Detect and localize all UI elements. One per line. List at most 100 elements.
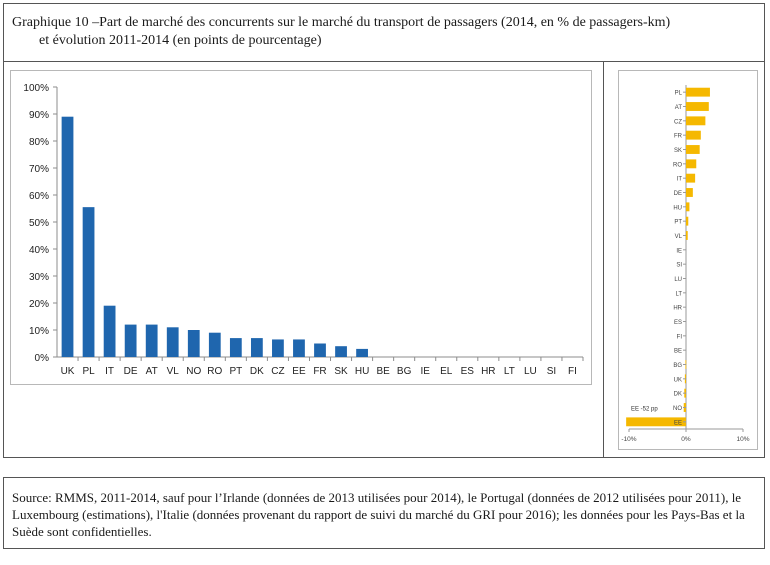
bar-at — [686, 102, 709, 111]
bar-sk — [335, 346, 347, 357]
x-tick-label: FI — [568, 366, 577, 377]
bar-it — [103, 305, 116, 357]
category-label: IT — [677, 177, 683, 183]
x-tick-label: SI — [547, 366, 556, 377]
bar-vl — [166, 327, 179, 357]
bar-at — [145, 324, 158, 357]
x-tick-label: AT — [146, 366, 158, 377]
bar-uk — [61, 116, 74, 357]
bar-cz — [272, 339, 284, 357]
x-tick-label: SK — [334, 366, 348, 377]
category-label: BE — [674, 349, 682, 355]
left-panel — [4, 62, 604, 457]
x-tick-label: HU — [355, 366, 369, 377]
bar-pl — [686, 87, 710, 97]
bar-it — [686, 173, 696, 183]
source-note: Source: RMMS, 2011-2014, sauf pour l’Irl… — [3, 477, 765, 549]
y-tick-label: 90% — [29, 110, 49, 121]
y-tick-label: 100% — [23, 83, 49, 94]
y-tick-label: 30% — [29, 272, 49, 283]
category-label: ES — [674, 320, 682, 326]
category-label: BG — [673, 363, 682, 369]
category-label: SK — [674, 148, 682, 154]
title-line-1: Graphique 10 –Part de marché des concurr… — [12, 15, 671, 30]
category-label: HR — [673, 306, 682, 312]
x-tick-label: 10% — [736, 436, 749, 443]
category-label: LU — [674, 277, 682, 283]
category-label: UK — [674, 377, 682, 383]
bar-pl — [82, 207, 95, 357]
bar-sk — [686, 145, 700, 154]
category-label: LT — [675, 291, 682, 297]
bar-pt — [229, 338, 242, 357]
x-tick-label: BE — [376, 366, 390, 377]
x-tick-label: IE — [420, 366, 430, 377]
x-tick-label: -10% — [621, 436, 636, 443]
bar-hu — [356, 348, 368, 357]
y-tick-label: 20% — [29, 299, 49, 310]
x-tick-label: LU — [524, 366, 537, 377]
bar-annotation: EE -52 pp — [631, 407, 658, 413]
evolution-chart: PL AT CZ FR SK RO IT DE HU PT VL IE SI LU LT HR ES FI BE BG… — [621, 85, 750, 443]
category-label: EE — [674, 420, 682, 426]
y-tick-label: 40% — [29, 245, 49, 256]
bar-de — [686, 188, 693, 197]
x-tick-label: IT — [105, 366, 114, 377]
x-tick-label: HR — [481, 366, 495, 377]
x-tick-label: UK — [61, 366, 75, 377]
x-tick-label: EE — [292, 366, 306, 377]
y-tick-label: 10% — [29, 326, 49, 337]
evolution-chart-area: PL AT CZ FR SK RO IT DE HU PT VL IE SI LU LT HR ES FI BE BG… — [618, 70, 758, 450]
title-line-2: et évolution 2011-2014 (en points de pou… — [39, 33, 322, 48]
bar-ee — [626, 417, 686, 427]
y-tick-label: 0% — [35, 353, 50, 364]
category-label: PL — [675, 91, 683, 97]
market-share-chart-area: 0% 10% 20% 30% 40% 50% 60% 70% 80% 90% 100% UK PL IT D… — [10, 70, 592, 385]
y-tick-label: 60% — [29, 191, 49, 202]
category-label: DK — [674, 392, 682, 398]
y-tick-label: 50% — [29, 218, 49, 229]
category-label: FI — [677, 334, 683, 340]
bar-vl — [686, 231, 688, 240]
market-share-chart: 0% 10% 20% 30% 40% 50% 60% 70% 80% 90% 100% UK PL IT D… — [23, 83, 584, 377]
x-tick-label: PT — [229, 366, 242, 377]
bar-fr — [314, 343, 326, 357]
figure-frame — [3, 3, 765, 458]
category-label: SI — [676, 263, 682, 269]
x-tick-label: VL — [167, 366, 180, 377]
x-tick-label: 0% — [681, 436, 691, 443]
bar-hu — [686, 202, 690, 212]
bar-ro — [208, 332, 221, 357]
x-tick-label: ES — [461, 366, 475, 377]
bar-no — [187, 330, 200, 357]
category-label: DE — [674, 191, 682, 197]
y-tick-label: 70% — [29, 164, 49, 175]
x-tick-label: NO — [186, 366, 201, 377]
category-label: PT — [674, 220, 682, 226]
bar-ro — [686, 159, 697, 169]
x-tick-label: FR — [313, 366, 326, 377]
bar-fr — [686, 130, 701, 140]
category-label: FR — [674, 134, 683, 140]
x-tick-label: RO — [207, 366, 222, 377]
figure-title: Graphique 10 –Part de marché des concurr… — [4, 4, 764, 62]
x-tick-label: PL — [82, 366, 95, 377]
bar-ee — [293, 339, 305, 357]
bar-dk — [250, 338, 263, 357]
category-label: IE — [676, 248, 682, 254]
category-label: VL — [675, 234, 683, 240]
bar-de — [124, 324, 137, 357]
y-tick-label: 80% — [29, 137, 49, 148]
x-tick-label: DE — [124, 366, 138, 377]
category-label: RO — [673, 162, 682, 168]
bar-cz — [686, 116, 706, 126]
category-label: CZ — [674, 119, 682, 125]
x-tick-label: CZ — [271, 366, 284, 377]
category-label: AT — [675, 105, 683, 111]
bar-pt — [686, 216, 689, 226]
x-tick-label: BG — [397, 366, 412, 377]
x-tick-label: EL — [440, 366, 453, 377]
category-label: HU — [673, 205, 682, 211]
x-tick-label: LT — [504, 366, 515, 377]
category-label: NO — [673, 406, 682, 412]
